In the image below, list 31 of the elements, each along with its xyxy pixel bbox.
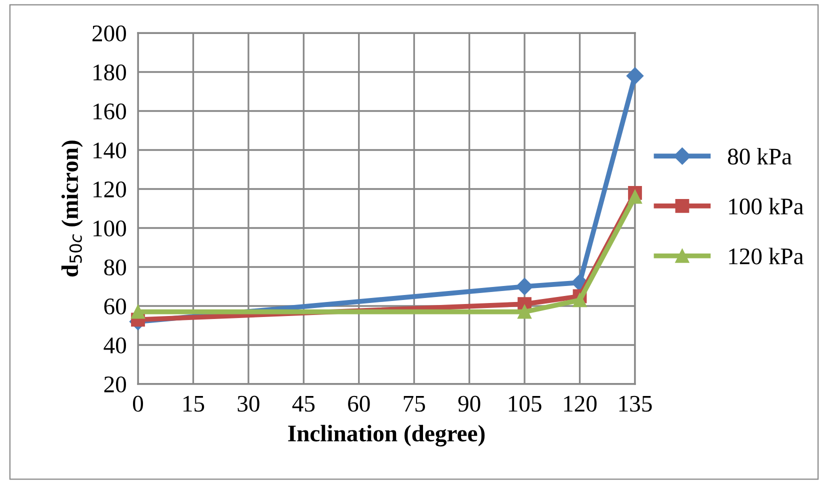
y-tick-label: 80	[104, 259, 126, 276]
y-tick-label: 100	[94, 220, 126, 236]
legend-label: 80 kPa	[728, 148, 792, 165]
x-tick-label: 45	[292, 396, 315, 412]
x-tick-label: 60	[348, 396, 370, 412]
x-tick-label: 105	[508, 396, 542, 412]
x-tick-label: 0	[132, 396, 144, 412]
x-tick-label: 135	[619, 396, 652, 412]
point	[628, 190, 642, 204]
legend-label: 100 kPa	[729, 198, 804, 214]
y-tick-label: 60	[104, 298, 126, 314]
x-axis-title: Inclination (degree)	[288, 424, 485, 446]
y-axis-title: d$_{50c}$ (micron)	[61, 140, 83, 276]
y-tick-label: 120	[94, 181, 126, 198]
legend-label: 120 kPa	[729, 248, 804, 264]
point	[572, 293, 587, 308]
x-tick-label: 30	[238, 396, 260, 412]
y-tick-label: 180	[94, 64, 126, 80]
point	[518, 304, 532, 319]
point	[131, 304, 145, 319]
y-tick-label: 140	[94, 142, 126, 158]
y-tick-label: 200	[92, 25, 126, 42]
x-tick-label: 90	[458, 396, 480, 412]
x-tick-label: 15	[183, 396, 204, 412]
x-tick-label: 120	[564, 396, 597, 412]
y-tick-label: 40	[104, 337, 126, 354]
point	[626, 67, 644, 84]
x-tick-label: 75	[404, 396, 425, 412]
y-tick-label: 160	[94, 103, 126, 120]
y-tick-label: 20	[104, 376, 126, 392]
point	[516, 278, 534, 296]
